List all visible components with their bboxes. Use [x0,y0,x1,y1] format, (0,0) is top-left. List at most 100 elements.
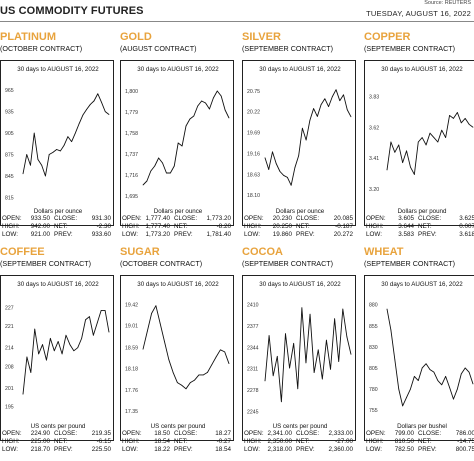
commodity-panel-wheat: WHEAT (SEPTEMBER CONTRACT) 30 days to AUGU… [364,246,474,461]
data-point [22,173,24,175]
y-tick-label: 905 [5,131,14,137]
data-point [154,165,156,167]
chart-frame: 30 days to AUGUST 16, 2022 3.83 3.62 3.41 3.… [364,60,474,226]
data-point [449,386,450,388]
low-label: LOW: [122,231,138,238]
data-point [86,109,87,110]
data-point [73,350,75,352]
data-point [38,353,39,355]
price-stats: OPEN: 1,777.40 CLOSE: 1,773.20 HIGH: 1,777.40… [120,215,234,239]
commodity-name: SUGAR [120,246,160,258]
price-stats: OPEN: 3.605 CLOSE: 3.625 HIGH: 3.644 NET: 0.007… [364,215,474,239]
low-label: LOW: [244,231,260,238]
data-point [50,338,51,339]
low-value: 218.70 [30,446,50,453]
data-point [264,157,266,159]
contract-label: (SEPTEMBER CONTRACT) [242,44,334,53]
net-label: NET: [174,223,188,230]
close-label: CLOSE: [174,215,198,222]
series-line [142,90,230,186]
y-tick-label: 195 [5,405,14,411]
data-point [468,123,470,125]
unit-label: US cents per pound [273,423,328,430]
chart-frame: 30 days to AUGUST 16, 2022 2410 2377 2344 23… [242,275,356,441]
high-label: HIGH: [244,438,262,445]
price-stats: OPEN: 224.90 CLOSE: 219.35 HIGH: 225.00 NET: -6… [0,430,114,454]
data-point [34,328,36,330]
data-point [61,353,63,355]
data-point [78,123,80,125]
data-point [159,323,161,324]
header-divider [0,21,474,22]
y-tick-label: 845 [5,174,14,180]
open-value: 20.230 [272,215,292,222]
net-value: -2.30 [96,223,111,230]
data-point [264,380,266,382]
net-label: NET: [54,438,68,445]
high-label: HIGH: [244,223,262,230]
commodity-panel-platinum: PLATINUM (OCTOBER CONTRACT) 30 days to AUG… [0,31,118,246]
y-tick-label: 805 [369,366,378,372]
unit-label: US cents per pound [151,423,206,430]
data-point [93,334,94,336]
low-label: LOW: [2,446,18,453]
data-point [402,405,403,407]
data-point [198,374,200,376]
commodity-name: COCOA [242,246,283,258]
y-tick-label: 780 [369,387,378,393]
open-value: 18.50 [154,430,170,437]
unit-label: Dollars per ounce [154,208,203,215]
stats-row: OPEN: 224.90 CLOSE: 219.35 [0,430,114,438]
data-point [429,132,431,134]
series-line [386,112,474,175]
data-point [142,348,144,350]
price-stats: OPEN: 2,341.00 CLOSE: 2,333.00 HIGH: 2,350.00… [242,430,356,454]
close-value: 20.085 [333,215,353,222]
y-tick-label: 935 [5,110,14,116]
data-point [272,151,273,153]
commodity-name: WHEAT [364,246,404,258]
chart-title: 30 days to AUGUST 16, 2022 [17,281,99,288]
open-value: 224.90 [30,430,50,437]
data-point [185,388,187,390]
open-label: OPEN: [122,430,142,437]
data-point [26,154,28,155]
y-tick-label: 2278 [247,388,259,394]
y-tick-label: 221 [5,324,14,330]
data-point [445,137,446,138]
page-date: TUESDAY, AUGUST 16, 2022 [366,9,471,18]
data-point [457,388,458,390]
close-label: CLOSE: [54,215,78,222]
close-value: 18.27 [215,430,231,437]
data-point [275,163,277,164]
y-tick-label: 815 [5,195,14,201]
low-value: 921.00 [30,231,50,238]
data-point [81,338,82,339]
y-tick-label: 3.62 [369,125,379,131]
data-point [394,151,396,153]
data-point [30,372,32,373]
unit-label: Dollars per bushel [397,423,447,430]
data-point [63,144,65,146]
data-point [104,310,106,311]
commodity-name: COFFEE [0,246,45,258]
close-value: 786.00 [455,430,474,437]
low-label: LOW: [366,231,382,238]
prev-label: PREV: [296,446,315,453]
open-value: 2,341.00 [267,430,292,437]
data-point [328,106,329,107]
commodity-panel-copper: COPPER (SEPTEMBER CONTRACT) 30 days to AUG… [364,31,474,246]
data-point [46,359,47,361]
data-point [464,367,466,369]
prev-value: 20.272 [333,231,353,238]
data-point [228,363,230,365]
stats-row: OPEN: 2,341.00 CLOSE: 2,333.00 [242,430,356,438]
stats-row: HIGH: 810.50 NET: -14.75 [364,438,474,446]
prev-value: 933.60 [91,231,111,238]
stats-row: OPEN: 18.50 CLOSE: 18.27 [120,430,234,438]
data-point [272,375,274,377]
data-point [398,388,400,390]
data-point [48,154,50,155]
data-point [209,108,210,110]
y-tick-label: 2410 [247,302,259,308]
